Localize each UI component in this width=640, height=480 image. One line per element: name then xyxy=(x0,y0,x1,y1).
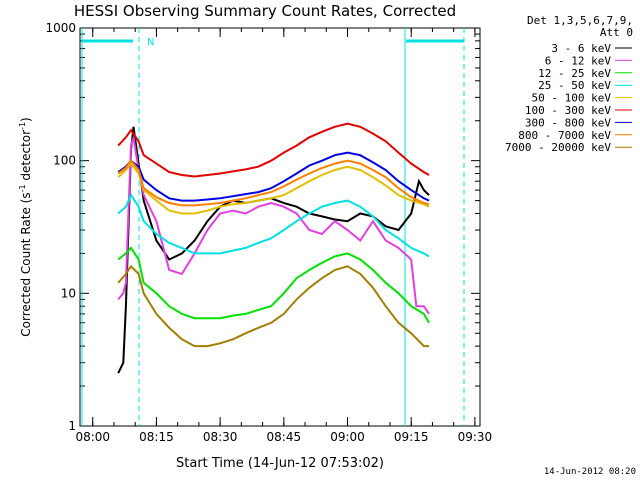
x-tick-label: 09:00 xyxy=(330,430,365,444)
series-line xyxy=(117,246,430,324)
y-tick-label: 10 xyxy=(61,286,76,300)
y-axis-label: Corrected Count Rate (s-1 detector-1) xyxy=(18,117,33,336)
series-line xyxy=(117,161,430,215)
timestamp: 14-Jun-2012 08:20 xyxy=(544,467,636,477)
series-lines xyxy=(117,122,430,374)
y-tick-label: 1000 xyxy=(45,21,76,35)
plot-area: 1 10 100 1000 08:00 08:15 08:30 08:45 09:00 09:1… xyxy=(45,21,492,444)
series-line xyxy=(117,193,430,258)
x-tick-label: 08:30 xyxy=(203,430,238,444)
y-axis: 1 10 100 1000 xyxy=(45,21,480,433)
series-line xyxy=(117,137,430,315)
legend-header-line2: Att 0 xyxy=(600,26,633,39)
y-tick-label: 100 xyxy=(53,154,76,168)
legend-entry: 7000 - 20000 keV xyxy=(505,141,611,154)
series-line xyxy=(117,122,430,178)
chart-title: HESSI Observing Summary Count Rates, Cor… xyxy=(74,2,456,20)
x-tick-label: 08:15 xyxy=(139,430,174,444)
legend-entry: 50 - 100 keV xyxy=(532,92,612,105)
legend-entry: 800 - 7000 keV xyxy=(518,129,611,142)
x-tick-label: 09:30 xyxy=(458,430,493,444)
legend-entry: 100 - 300 keV xyxy=(525,104,611,117)
attenuator-flag-label: N xyxy=(147,37,154,48)
series-line xyxy=(117,159,430,207)
series-line xyxy=(117,151,430,202)
x-tick-label: 08:00 xyxy=(75,430,110,444)
plot-frame xyxy=(79,27,481,427)
x-tick-label: 08:45 xyxy=(267,430,302,444)
x-axis: 08:00 08:15 08:30 08:45 09:00 09:15 09:30 xyxy=(75,28,492,444)
legend-entry: 12 - 25 keV xyxy=(538,67,611,80)
legend-entry: 25 - 50 keV xyxy=(538,79,611,92)
legend-entry: 300 - 800 keV xyxy=(525,116,611,129)
x-tick-label: 09:15 xyxy=(394,430,429,444)
legend-entry: 6 - 12 keV xyxy=(545,54,612,67)
attenuator-flags: N xyxy=(81,28,465,426)
legend-entry: 3 - 6 keV xyxy=(551,42,611,55)
x-axis-label: Start Time (14-Jun-12 07:53:02) xyxy=(176,456,384,471)
y-tick-label: 1 xyxy=(68,419,76,433)
legend-header-line1: Det 1,3,5,6,7,9, xyxy=(527,14,633,27)
series-line xyxy=(117,264,429,348)
